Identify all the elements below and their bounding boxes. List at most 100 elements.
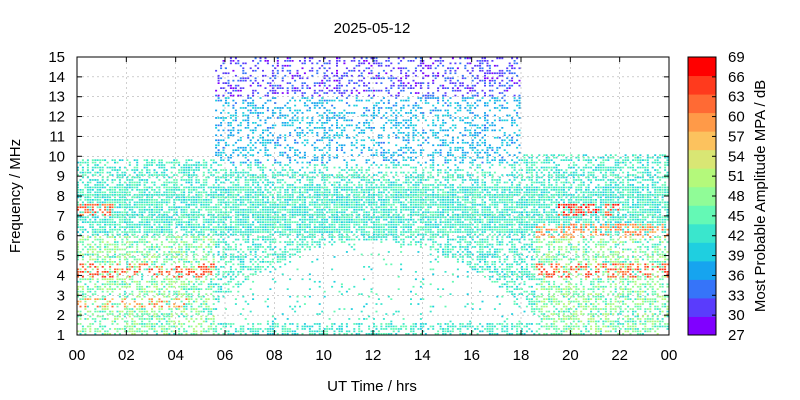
heatmap-cell — [308, 246, 311, 248]
heatmap-cell — [257, 263, 260, 266]
heatmap-cell — [215, 186, 218, 189]
heatmap-cell — [163, 300, 166, 303]
heatmap-cell — [101, 169, 104, 171]
heatmap-cell — [343, 119, 346, 122]
heatmap-cell — [316, 164, 319, 166]
heatmap-cell — [188, 268, 190, 271]
heatmap-cell — [126, 226, 129, 228]
heatmap-cell — [197, 169, 200, 171]
heatmap-cell — [136, 248, 139, 251]
heatmap-cell — [133, 333, 136, 335]
heatmap-cell — [86, 189, 89, 191]
heatmap-cell — [227, 129, 230, 132]
heatmap-cell — [323, 146, 326, 149]
heatmap-cell — [323, 189, 326, 191]
heatmap-cell — [279, 109, 282, 112]
heatmap-cell — [178, 261, 181, 263]
heatmap-cell — [163, 199, 166, 201]
heatmap-cell — [138, 288, 141, 290]
heatmap-cell — [128, 228, 131, 231]
heatmap-cell — [151, 211, 153, 214]
heatmap-cell — [168, 328, 171, 330]
heatmap-cell — [244, 171, 247, 174]
heatmap-cell — [86, 305, 89, 308]
heatmap-cell — [294, 208, 297, 211]
heatmap-cell — [168, 325, 171, 328]
heatmap-cell — [274, 92, 277, 94]
heatmap-cell — [269, 208, 272, 211]
heatmap-cell — [269, 271, 272, 273]
heatmap-cell — [183, 179, 186, 181]
heatmap-cell — [281, 151, 284, 154]
heatmap-cell — [294, 199, 297, 201]
heatmap-cell — [316, 211, 319, 214]
heatmap-cell — [303, 156, 306, 159]
heatmap-cell — [284, 60, 287, 62]
heatmap-cell — [303, 97, 306, 99]
heatmap-cell — [128, 223, 131, 226]
heatmap-cell — [343, 159, 346, 161]
heatmap-cell — [306, 139, 309, 142]
heatmap-cell — [153, 261, 156, 263]
heatmap-cell — [212, 278, 215, 281]
heatmap-cell — [345, 206, 348, 209]
heatmap-cell — [114, 169, 116, 171]
heatmap-cell — [94, 310, 97, 313]
heatmap-cell — [254, 226, 257, 228]
heatmap-cell — [200, 201, 203, 204]
heatmap-cell — [252, 189, 255, 191]
heatmap-cell — [146, 181, 149, 184]
heatmap-cell — [141, 171, 144, 174]
heatmap-cell — [289, 241, 292, 243]
heatmap-cell — [306, 179, 309, 181]
heatmap-cell — [242, 231, 245, 233]
heatmap-cell — [96, 181, 99, 184]
heatmap-cell — [165, 221, 168, 223]
heatmap-cell — [340, 330, 343, 333]
heatmap-cell — [205, 318, 208, 320]
heatmap-cell — [229, 169, 232, 171]
heatmap-cell — [148, 206, 151, 209]
heatmap-cell — [109, 300, 112, 303]
heatmap-cell — [96, 315, 99, 318]
heatmap-cell — [284, 330, 287, 333]
heatmap-cell — [133, 203, 136, 206]
heatmap-cell — [311, 231, 314, 233]
heatmap-cell — [289, 248, 292, 251]
heatmap-cell — [220, 231, 223, 233]
heatmap-cell — [234, 233, 237, 236]
heatmap-cell — [247, 102, 250, 104]
heatmap-cell — [262, 132, 264, 134]
heatmap-cell — [321, 208, 324, 211]
heatmap-cell — [86, 251, 89, 253]
heatmap-cell — [274, 268, 277, 271]
heatmap-cell — [126, 283, 129, 286]
heatmap-cell — [94, 253, 97, 256]
heatmap-cell — [163, 228, 166, 231]
heatmap-cell — [336, 146, 338, 149]
heatmap-cell — [333, 184, 336, 186]
heatmap-cell — [254, 248, 257, 251]
heatmap-cell — [197, 233, 200, 236]
heatmap-cell — [170, 280, 173, 283]
heatmap-cell — [205, 288, 208, 290]
heatmap-cell — [249, 102, 252, 104]
heatmap-cell — [190, 199, 193, 201]
heatmap-cell — [237, 258, 240, 261]
heatmap-cell — [237, 154, 240, 156]
heatmap-cell — [210, 201, 213, 204]
heatmap-cell — [266, 139, 269, 142]
heatmap-cell — [143, 236, 146, 238]
heatmap-cell — [180, 280, 183, 283]
heatmap-cell — [81, 266, 84, 268]
heatmap-cell — [328, 136, 331, 139]
heatmap-cell — [323, 122, 326, 124]
heatmap-cell — [133, 310, 136, 313]
heatmap-cell — [79, 206, 82, 209]
heatmap-cell — [128, 310, 131, 313]
heatmap-cell — [316, 104, 319, 107]
heatmap-cell — [306, 206, 309, 209]
heatmap-cell — [306, 161, 309, 164]
heatmap-cell — [131, 293, 134, 295]
heatmap-cell — [249, 226, 252, 228]
